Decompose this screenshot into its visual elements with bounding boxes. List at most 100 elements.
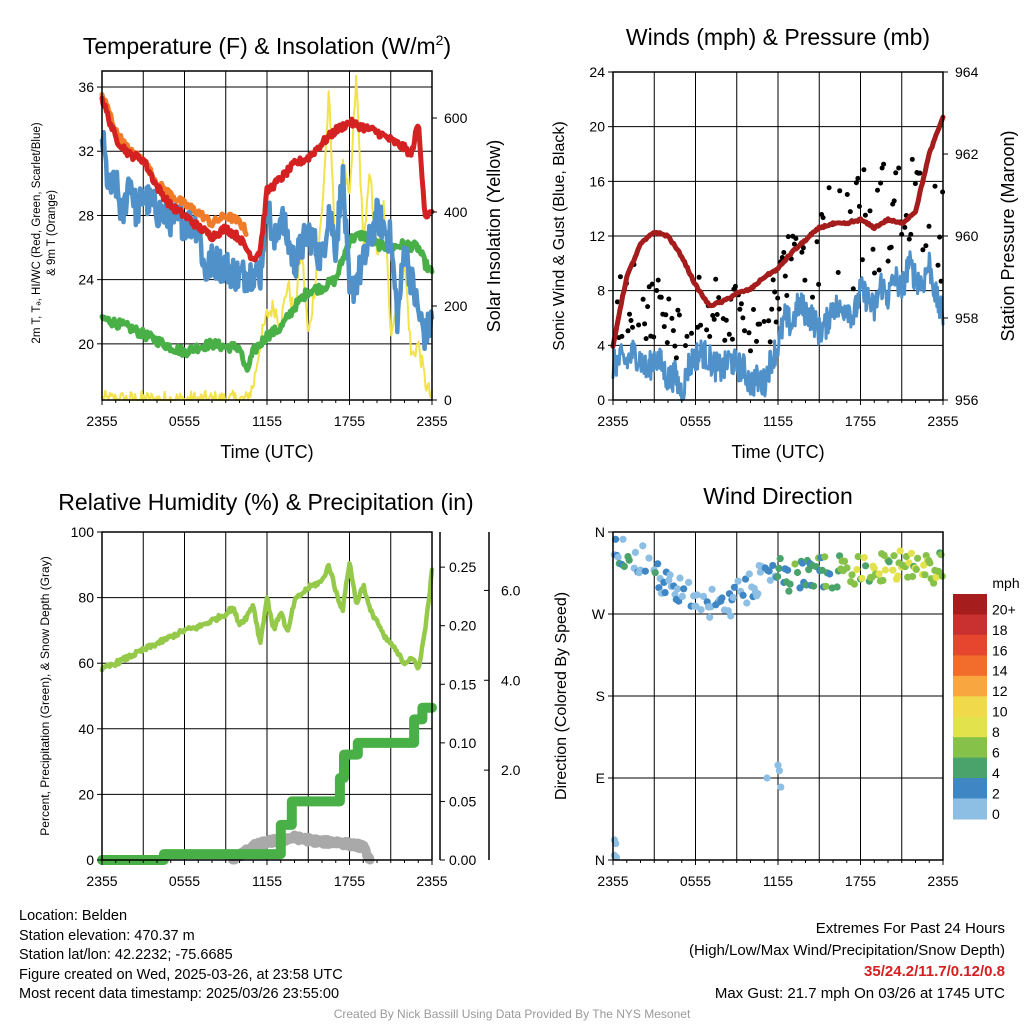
gust-point — [879, 165, 885, 171]
colorbar-swatch — [953, 716, 987, 738]
direction-point — [699, 592, 708, 601]
gust-point — [754, 338, 759, 344]
gust-point — [761, 319, 767, 324]
direction-point — [666, 571, 674, 579]
direction-point — [612, 535, 620, 543]
temperature-title: Temperature (F) & Insolation (W/m2) — [83, 32, 451, 59]
temperature-2m-line — [99, 95, 435, 263]
direction-point — [881, 566, 890, 574]
x-tick-label: 0555 — [169, 873, 200, 889]
direction-point — [914, 554, 922, 562]
gust-point — [859, 257, 865, 263]
temperature-panel: Temperature (F) & Insolation (W/m2) 20 24… — [31, 32, 504, 462]
gust-point — [740, 315, 746, 321]
x-tick-label: 2355 — [597, 873, 628, 889]
gust-point — [627, 311, 632, 317]
extremes-subheading: (High/Low/Max Wind/Precipitation/Snow De… — [689, 941, 1005, 959]
gust-point — [853, 180, 859, 186]
direction-point — [862, 562, 870, 570]
direction-point — [793, 568, 802, 577]
direction-point — [756, 568, 765, 576]
colorbar-swatch — [953, 696, 987, 718]
colorbar-swatch — [953, 798, 987, 820]
gust-point — [707, 334, 713, 339]
gust-point — [729, 336, 735, 342]
gust-point — [766, 318, 772, 324]
direction-point — [821, 553, 829, 561]
gust-point — [714, 312, 720, 317]
direction-point — [754, 590, 762, 598]
plot-frame — [101, 70, 433, 401]
gust-point — [675, 307, 681, 313]
gust-point — [891, 198, 897, 204]
info-latlon: Station lat/lon: 42.2232; -75.6685 — [19, 947, 233, 963]
direction-point — [620, 562, 628, 571]
direction-point — [775, 564, 783, 573]
gust-point — [767, 339, 773, 345]
insolation-axis-tick-label: 200 — [444, 298, 468, 314]
x-tick-label: 0555 — [680, 873, 711, 889]
direction-point — [879, 576, 887, 585]
direction-point — [848, 571, 856, 579]
gust-point — [850, 286, 856, 292]
station-info: Location: Belden Station elevation: 470.… — [19, 907, 343, 1005]
gust-point — [875, 187, 880, 193]
direction-point — [894, 572, 902, 580]
direction-point — [693, 591, 701, 599]
pressure-axis-tick-label: 962 — [955, 146, 979, 162]
gust-point — [658, 294, 664, 300]
pressure-axis-tick-label: 956 — [955, 392, 979, 408]
temperature-ylabel-line1: 2m T, Tₔ, HI/WC (Red, Green, Scarlet/Blu… — [31, 122, 43, 343]
gust-point — [683, 343, 688, 349]
pressure-axis-tick-label: 960 — [955, 228, 979, 244]
x-tick-label: 2355 — [416, 873, 447, 889]
winds-xlabel: Time (UTC) — [731, 442, 824, 462]
gust-point — [775, 295, 781, 301]
gust-point — [926, 223, 932, 229]
direction-point — [905, 559, 913, 567]
colorbar-swatch — [953, 614, 987, 636]
x-tick-label: 1155 — [763, 413, 793, 429]
y-tick-label: S — [596, 688, 605, 704]
gust-point — [802, 277, 808, 283]
plot-frame — [612, 531, 944, 861]
gust-point — [732, 283, 738, 289]
x-tick-label: 1755 — [334, 873, 365, 889]
gust-point — [698, 322, 704, 328]
gust-point — [932, 183, 938, 189]
max-gust: Max Gust: 21.7 mph On 03/26 at 1745 UTC — [714, 984, 1005, 1002]
gust-point — [835, 270, 841, 275]
y-tick-label: N — [595, 524, 605, 540]
info-timestamp: Most recent data timestamp: 2025/03/26 2… — [19, 986, 340, 1002]
colorbar-label: 18 — [992, 622, 1008, 638]
gust-point — [923, 243, 929, 249]
direction-point — [889, 566, 897, 574]
colorbar-label: 6 — [992, 745, 1000, 761]
extremes-heading: Extremes For Past 24 Hours — [815, 920, 1005, 937]
x-tick-label: 2355 — [416, 413, 447, 429]
x-tick-label: 2355 — [86, 873, 117, 889]
direction-point — [763, 774, 771, 782]
y-tick-label: 32 — [78, 143, 94, 159]
y-tick-label: 80 — [78, 590, 94, 606]
direction-point — [745, 570, 753, 578]
direction-point — [833, 583, 841, 591]
speed-colorbar: 20+ 18 16 14 12 10 8 6 4 2 0 — [953, 594, 1016, 822]
gust-point — [861, 167, 867, 173]
gust-point — [640, 296, 646, 302]
gust-point — [676, 312, 682, 318]
direction-point — [840, 557, 849, 565]
direction-point — [741, 575, 750, 583]
colorbar-label: 14 — [992, 663, 1008, 679]
direction-point — [676, 574, 684, 582]
direction-point — [625, 556, 633, 564]
colorbar-label: 8 — [992, 724, 1000, 740]
gust-point — [746, 330, 752, 336]
colorbar-swatch — [953, 778, 987, 800]
temperature-ylabel-line2: & 9m T (Orange) — [46, 190, 58, 276]
precip-tick-label: 0.00 — [449, 852, 476, 868]
colorbar-title: mph — [992, 575, 1019, 591]
pressure-ylabel: Station Pressure (Maroon) — [998, 130, 1018, 341]
direction-point — [791, 560, 799, 568]
colorbar-label: 16 — [992, 642, 1008, 658]
